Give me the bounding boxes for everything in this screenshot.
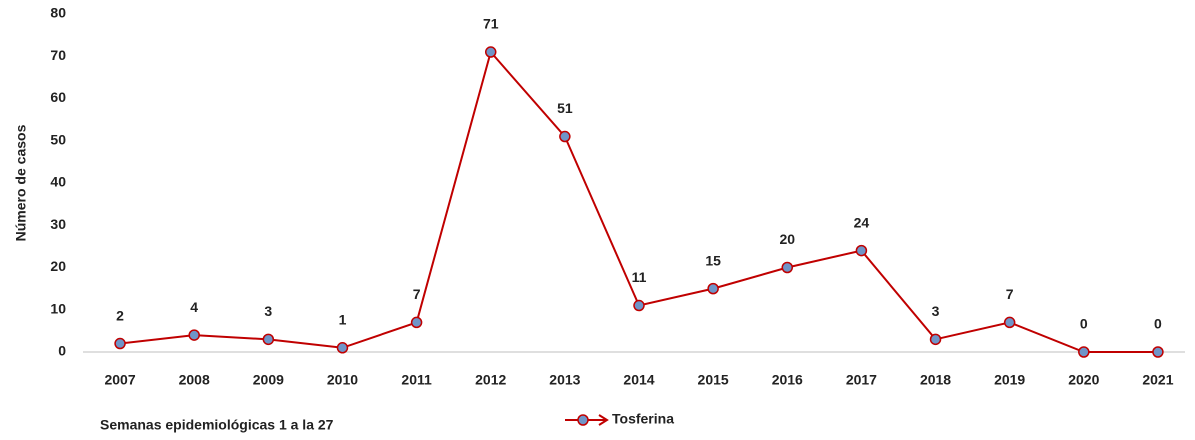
- y-tick-label: 0: [58, 343, 66, 359]
- y-tick-label: 20: [50, 258, 66, 274]
- point: [1003, 316, 1016, 329]
- point: [929, 333, 942, 346]
- x-tick-label: 2013: [549, 372, 580, 388]
- y-tick-label: 80: [50, 5, 66, 21]
- data-label: 71: [483, 16, 499, 32]
- x-tick-label: 2008: [179, 372, 210, 388]
- y-tick-label: 10: [50, 300, 66, 316]
- x-tick-label: 2016: [772, 372, 803, 388]
- legend-arrow: [598, 414, 609, 426]
- data-label: 2: [116, 307, 124, 323]
- data-label: 0: [1154, 316, 1162, 332]
- legend-marker: [577, 414, 589, 426]
- point: [781, 261, 794, 274]
- y-tick-label: 50: [50, 131, 66, 147]
- y-tick-label: 30: [50, 216, 66, 232]
- data-label: 3: [932, 303, 940, 319]
- y-tick-label: 70: [50, 47, 66, 63]
- data-label: 3: [264, 303, 272, 319]
- y-tick-label: 40: [50, 174, 66, 190]
- point: [559, 130, 571, 143]
- x-tick-label: 2007: [104, 372, 135, 388]
- x-tick-label: 2017: [846, 372, 877, 388]
- y-axis-label: Número de casos: [13, 124, 29, 241]
- data-label: 15: [705, 252, 721, 268]
- x-tick-label: 2009: [253, 372, 284, 388]
- x-tick-label: 2020: [1068, 372, 1099, 388]
- x-tick-label: 2010: [327, 372, 358, 388]
- data-label: 0: [1080, 316, 1088, 332]
- data-label: 51: [557, 100, 573, 116]
- data-label: 7: [1006, 286, 1014, 302]
- data-label: 7: [413, 286, 421, 302]
- point: [633, 299, 645, 312]
- point: [114, 337, 126, 350]
- point: [855, 244, 868, 257]
- point: [410, 316, 423, 329]
- point: [1152, 346, 1164, 358]
- x-tick-label: 2014: [623, 372, 654, 388]
- x-tick-label: 2011: [401, 372, 432, 388]
- point: [188, 329, 200, 341]
- point: [262, 333, 275, 346]
- x-tick-label: 2012: [475, 372, 506, 388]
- data-label: 1: [339, 311, 347, 327]
- x-tick-label: 2021: [1142, 372, 1173, 388]
- y-tick-label: 60: [50, 89, 66, 105]
- data-label: 20: [779, 231, 795, 247]
- data-label: 11: [632, 269, 647, 285]
- point: [707, 282, 719, 295]
- x-tick-label: 2018: [920, 372, 951, 388]
- point: [1078, 346, 1090, 358]
- data-label: 24: [854, 214, 870, 230]
- x-tick-label: 2015: [698, 372, 729, 388]
- point: [484, 46, 497, 58]
- data-label: 4: [190, 299, 198, 315]
- x-axis-label: Semanas epidemiológicas 1 a la 27: [100, 417, 334, 433]
- point: [336, 342, 349, 354]
- legend-label: Tosferina: [612, 411, 674, 427]
- x-tick-label: 2019: [994, 372, 1025, 388]
